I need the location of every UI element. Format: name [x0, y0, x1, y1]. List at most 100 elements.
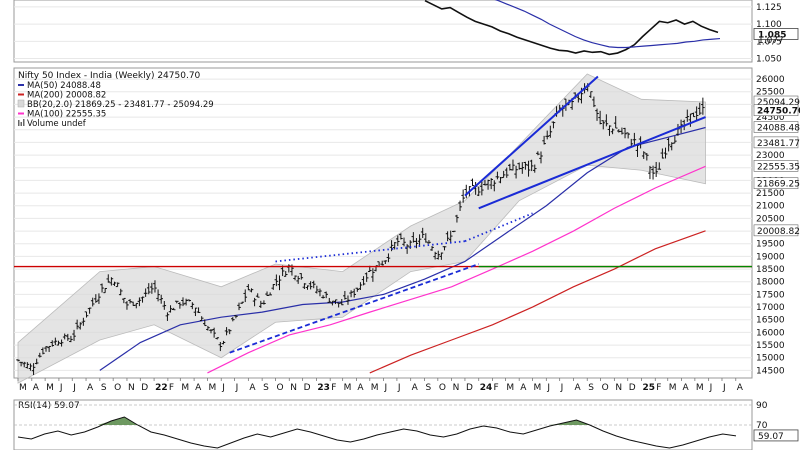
x-axis-tick-label: A [412, 383, 419, 393]
x-axis-tick-label: J [397, 383, 401, 393]
price-y-tick-label: 15000 [756, 354, 785, 364]
x-axis-tick-label: A [87, 383, 94, 393]
value-tag-label: 23481.77 [757, 139, 800, 149]
price-y-tick-label: 15500 [756, 341, 785, 351]
x-axis-tick-label: 22 [155, 383, 168, 393]
x-axis-tick-label: D [629, 383, 636, 393]
x-axis-tick-label: S [588, 383, 594, 393]
x-axis-tick-label: 24 [480, 383, 493, 393]
x-axis-tick-label: S [101, 383, 107, 393]
price-y-tick-label: 17500 [756, 290, 785, 300]
x-axis-tick-label: A [357, 383, 364, 393]
price-y-tick-label: 18000 [756, 278, 785, 288]
ratio-y-tick-label: 1.075 [756, 37, 782, 47]
x-axis-tick-label: M [46, 383, 54, 393]
x-axis-tick-label: S [263, 383, 269, 393]
price-y-tick-label: 14500 [756, 366, 785, 376]
ma50-line [99, 126, 706, 371]
x-axis-tick-label: J [722, 383, 726, 393]
price-y-tick-label: 17000 [756, 303, 785, 313]
x-axis-tick-label: M [696, 383, 704, 393]
ratio-ma-line [494, 0, 721, 49]
x-axis-tick-label: D [304, 383, 311, 393]
x-axis-tick-label: O [114, 383, 121, 393]
price-chart-title: Nifty 50 Index - India (Weekly) 24750.70 [18, 71, 201, 81]
x-axis-tick-label: A [195, 383, 202, 393]
rsi-line [17, 416, 737, 449]
trendline-solid [478, 116, 706, 210]
x-axis-tick-label: D [466, 383, 473, 393]
ratio-y-tick-label: 1.050 [756, 55, 782, 65]
legend-swatch [18, 120, 20, 126]
price-y-tick-label: 26000 [756, 75, 785, 85]
price-y-tick-label: 23000 [756, 151, 785, 161]
x-axis-tick-label: J [560, 383, 564, 393]
x-axis-tick-label: J [59, 383, 63, 393]
legend-entry-label: BB(20,2.0) 21869.25 - 23481.77 - 25094.2… [27, 100, 214, 110]
value-tag-label: 24088.48 [757, 123, 800, 133]
x-axis-tick-label: O [276, 383, 283, 393]
ma100-line [207, 165, 706, 374]
value-tag-label: 25094.29 [757, 98, 800, 108]
ratio-last-value-label: 1.085 [758, 30, 786, 40]
ratio-y-tick-label: 1.125 [756, 3, 782, 13]
price-y-tick-label: 19000 [756, 252, 785, 262]
bollinger-band-area [17, 73, 706, 384]
x-axis-tick-label: N [453, 383, 460, 393]
trendline-dotted [464, 212, 533, 243]
x-axis-tick-label: A [683, 383, 690, 393]
x-axis-tick-label: M [534, 383, 542, 393]
price-y-tick-label: 20500 [756, 214, 785, 224]
price-y-tick-label: 19500 [756, 240, 785, 250]
x-axis-tick-label: M [181, 383, 189, 393]
x-axis-tick-label: F [656, 383, 661, 393]
x-axis-tick-label: M [208, 383, 216, 393]
x-axis-tick-label: O [602, 383, 609, 393]
x-axis-tick-label: J [384, 383, 388, 393]
price-y-tick-label: 25500 [756, 88, 785, 98]
rsi-title: RSI(14) 59.07 [18, 401, 80, 411]
x-axis-tick-label: A [33, 383, 40, 393]
rsi-last-value-label: 59.07 [758, 432, 784, 442]
x-axis-tick-label: N [128, 383, 135, 393]
value-tag-box [753, 136, 799, 149]
value-tag-label: 22555.35 [757, 162, 800, 172]
x-axis-tick-label: A [520, 383, 527, 393]
x-axis-tick-label: F [169, 383, 174, 393]
ma200-line [369, 230, 706, 374]
x-axis-tick-label: N [615, 383, 622, 393]
value-tag-box [753, 177, 799, 190]
price-y-tick-label: 16000 [756, 328, 785, 338]
rsi-y-tick-label: 90 [756, 401, 768, 411]
price-y-tick-label: 16500 [756, 316, 785, 326]
value-tag-label: 24750.70 [757, 107, 800, 117]
x-axis-tick-label: M [344, 383, 352, 393]
price-y-tick-label: 21000 [756, 202, 785, 212]
rsi-y-tick-label: 70 [756, 421, 768, 431]
trendline-dotted [275, 240, 466, 263]
price-y-tick-label: 18500 [756, 265, 785, 275]
ratio-y-tick-label: 1.100 [756, 20, 782, 30]
x-axis-tick-label: N [290, 383, 297, 393]
x-axis-tick-label: F [494, 383, 499, 393]
legend-swatch [23, 119, 25, 126]
x-axis-tick-label: J [221, 383, 225, 393]
legend-entry-label: MA(200) 20008.82 [27, 91, 106, 101]
legend-entry-label: Volume undef [27, 119, 87, 129]
x-axis-tick-label: J [72, 383, 76, 393]
x-axis-tick-label: O [439, 383, 446, 393]
x-axis-tick-label: 23 [317, 383, 330, 393]
x-axis-tick-label: A [737, 383, 744, 393]
legend-swatch [20, 122, 22, 126]
rsi-last-value-box [753, 429, 799, 442]
value-tag-box [753, 160, 799, 172]
x-axis-tick-label: S [425, 383, 431, 393]
x-axis-tick-label: D [141, 383, 148, 393]
trendline-dashed [229, 263, 480, 354]
value-tag-label: 20008.82 [757, 227, 800, 237]
value-tag-box [753, 224, 799, 237]
ratio-last-value-box [753, 28, 799, 40]
x-axis-tick-label: F [331, 383, 336, 393]
